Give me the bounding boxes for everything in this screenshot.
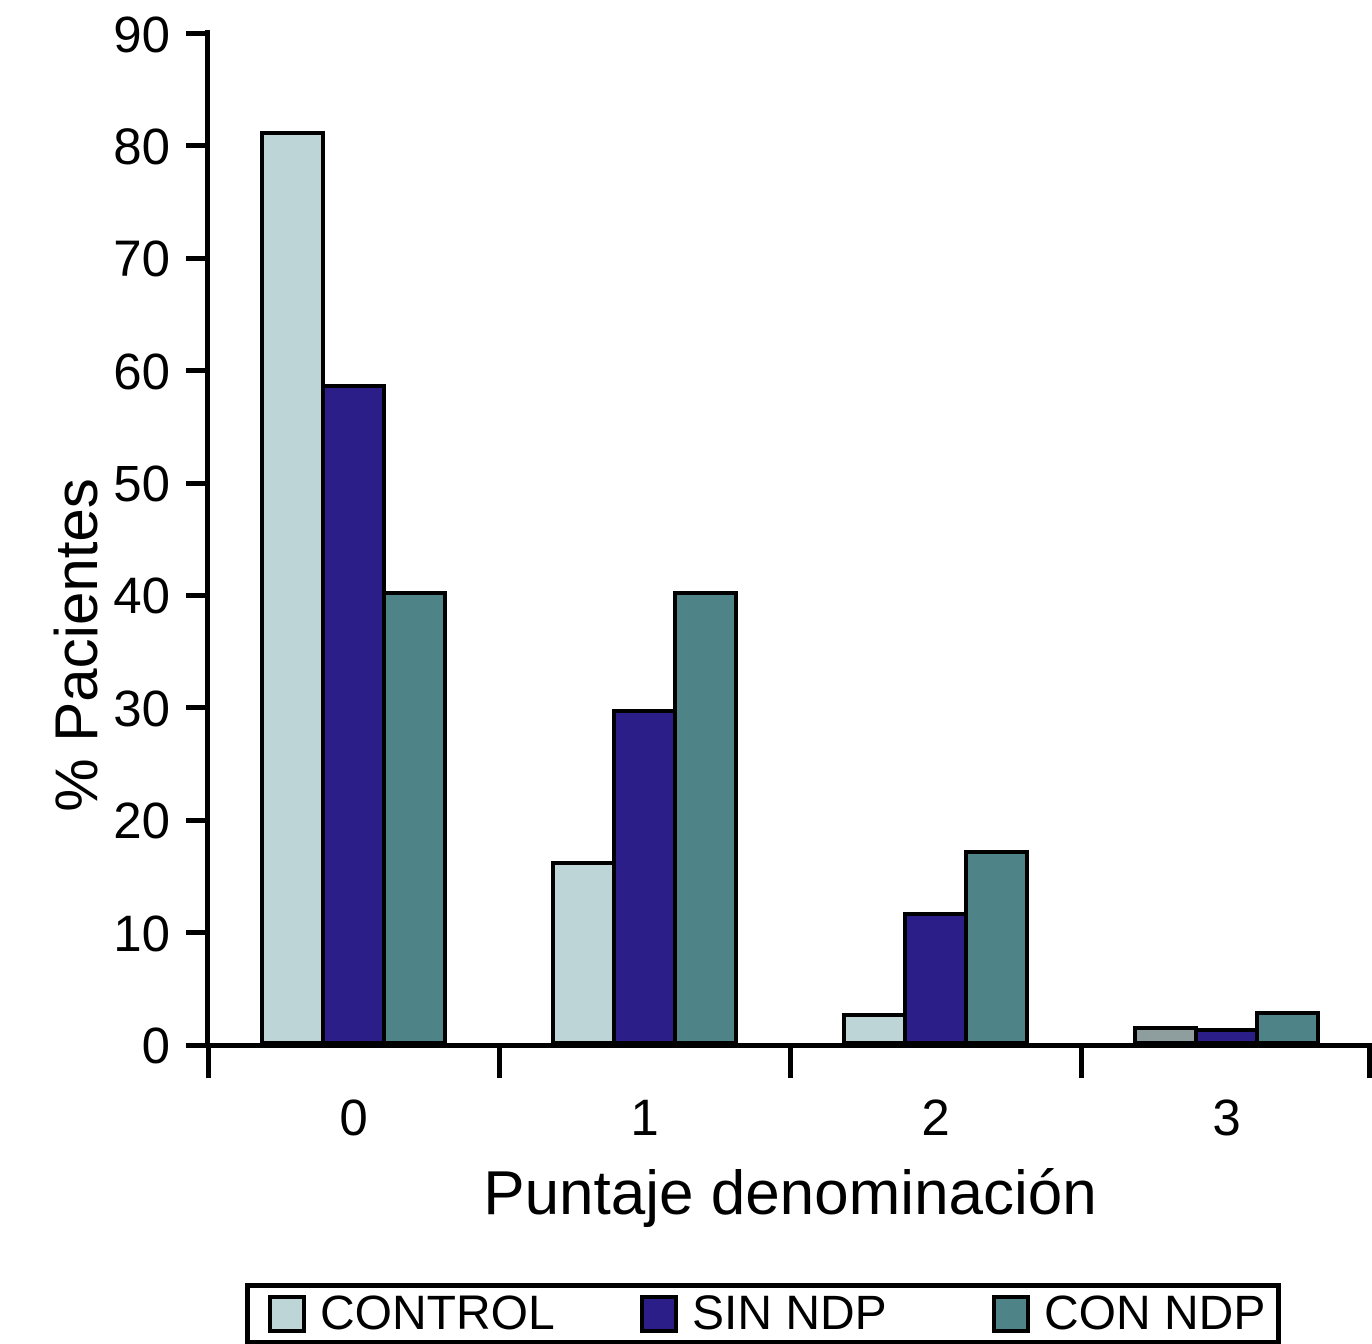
bar bbox=[903, 912, 968, 1045]
y-tick bbox=[186, 480, 205, 486]
bar bbox=[551, 861, 616, 1045]
bar bbox=[321, 384, 386, 1045]
y-tick-label: 70 bbox=[113, 230, 170, 288]
y-tick bbox=[186, 1042, 205, 1048]
legend-label-control: CONTROL bbox=[320, 1287, 555, 1340]
legend-label-con-ndp: CON NDP bbox=[1044, 1287, 1266, 1340]
y-tick bbox=[186, 592, 205, 598]
legend-item-con-ndp: CON NDP bbox=[992, 1287, 1266, 1340]
legend-item-sin-ndp: SIN NDP bbox=[640, 1287, 887, 1340]
y-tick-label: 0 bbox=[141, 1017, 170, 1074]
y-tick-label: 50 bbox=[113, 455, 170, 513]
y-tick-label: 90 bbox=[113, 5, 170, 63]
sin-ndp-swatch-icon bbox=[640, 1295, 678, 1333]
y-tick bbox=[186, 143, 205, 149]
control-swatch-icon bbox=[268, 1295, 306, 1333]
x-tick-label: 2 bbox=[921, 1089, 950, 1146]
con-ndp-swatch-icon bbox=[992, 1295, 1030, 1333]
y-tick-label: 80 bbox=[113, 117, 170, 175]
y-axis-line bbox=[205, 30, 210, 1048]
y-tick-label: 10 bbox=[113, 904, 170, 962]
y-tick-label: 40 bbox=[113, 567, 170, 625]
y-tick bbox=[186, 705, 205, 711]
legend: CONTROL SIN NDP CON NDP bbox=[245, 1283, 1281, 1344]
x-tick bbox=[205, 1048, 211, 1078]
bar bbox=[260, 131, 325, 1045]
legend-label-sin-ndp: SIN NDP bbox=[692, 1287, 887, 1340]
y-tick bbox=[186, 930, 205, 936]
x-tick bbox=[496, 1048, 502, 1078]
y-axis-title: % Pacientes bbox=[43, 478, 110, 812]
y-tick-label: 30 bbox=[113, 679, 170, 737]
y-tick bbox=[186, 368, 205, 374]
y-tick-label: 20 bbox=[113, 792, 170, 850]
x-tick bbox=[1367, 1048, 1372, 1078]
y-tick-label: 60 bbox=[113, 342, 170, 400]
x-tick-label: 0 bbox=[339, 1089, 368, 1146]
y-tick bbox=[186, 817, 205, 823]
bar bbox=[673, 591, 738, 1045]
x-tick bbox=[787, 1048, 793, 1078]
x-tick bbox=[1078, 1048, 1084, 1078]
bar bbox=[964, 850, 1029, 1045]
bar bbox=[612, 709, 677, 1045]
x-tick-label: 1 bbox=[630, 1089, 659, 1146]
y-tick bbox=[186, 255, 205, 261]
x-tick-label: 3 bbox=[1212, 1089, 1241, 1146]
x-axis-title: Puntaje denominación bbox=[483, 1159, 1097, 1228]
bar bbox=[1255, 1011, 1320, 1045]
legend-item-control: CONTROL bbox=[268, 1287, 555, 1340]
bar bbox=[382, 591, 447, 1045]
bar bbox=[842, 1013, 907, 1045]
x-axis-line bbox=[205, 1043, 1372, 1048]
y-tick bbox=[186, 31, 205, 37]
